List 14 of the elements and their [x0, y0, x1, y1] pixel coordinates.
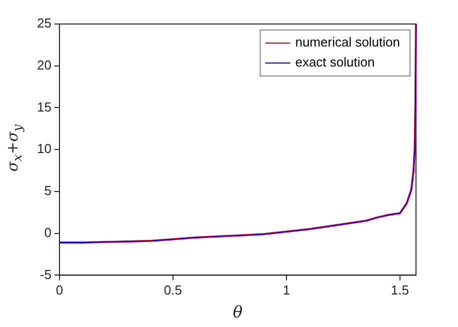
x-tick-label: 1.5 [390, 282, 409, 298]
y-tick-label: 15 [36, 99, 52, 114]
y-tick-label: 5 [44, 183, 52, 198]
y-tick-label: 20 [36, 57, 52, 72]
x-tick-label: 0.5 [164, 282, 182, 298]
x-axis-title: θ [232, 302, 243, 322]
x-tick-label: 1 [282, 282, 290, 298]
x-tick-label: 0 [56, 282, 64, 298]
y-tick-label: 0 [44, 224, 52, 240]
legend-label: numerical solution [295, 34, 400, 50]
y-tick-label: 25 [36, 16, 52, 31]
y-tick-label: 10 [36, 141, 52, 156]
y-tick-label: -5 [40, 266, 52, 282]
legend-label: exact solution [295, 54, 375, 70]
